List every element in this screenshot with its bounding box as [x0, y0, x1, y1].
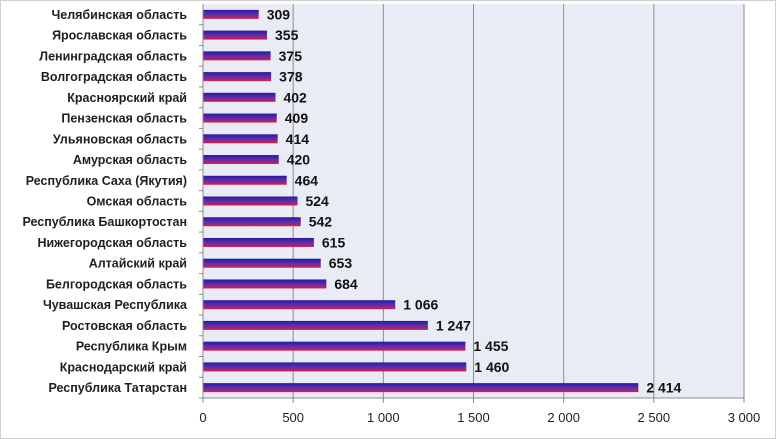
x-tick-label: 500: [282, 410, 304, 425]
data-label: 1 455: [473, 338, 508, 354]
bars: [203, 9, 639, 393]
category-label: Челябинская область: [51, 8, 187, 22]
data-label: 615: [322, 234, 346, 250]
x-tick-label: 2 500: [638, 410, 671, 425]
category-label: Чувашская Республика: [43, 298, 188, 312]
category-label: Ярославская область: [52, 29, 187, 43]
bar: [203, 155, 279, 165]
category-label: Красноярский край: [67, 91, 187, 105]
data-label: 524: [305, 193, 329, 209]
x-tick-labels: 0 500 1 000 1 500 2 000 2 500 3 000: [199, 410, 760, 425]
category-label: Алтайский край: [89, 257, 187, 271]
data-label: 375: [279, 48, 303, 64]
bar: [203, 51, 271, 61]
category-label: Амурская область: [73, 153, 187, 167]
bar: [203, 113, 277, 123]
category-label: Краснодарский край: [60, 360, 187, 374]
bar: [203, 258, 321, 268]
category-label: Ульяновская область: [53, 132, 187, 146]
data-label: 1 066: [403, 297, 438, 313]
category-label: Белгородская область: [46, 277, 187, 291]
value-labels: 309 355 375 378 402 409 414 420 464 524 542 615 653 6…: [267, 6, 682, 395]
data-label: 402: [283, 89, 307, 105]
bar: [203, 92, 276, 102]
x-tick-label: 1 500: [457, 410, 490, 425]
data-label: 464: [295, 172, 319, 188]
category-label: Волгоградская область: [41, 70, 187, 84]
bar: [203, 279, 327, 289]
bar: [203, 237, 314, 247]
data-label: 409: [285, 110, 309, 126]
category-label: Ростовская область: [62, 319, 187, 333]
category-label: Республика Крым: [76, 340, 187, 354]
data-label: 1 247: [436, 317, 471, 333]
bar: [203, 320, 428, 330]
category-label: Ленинградская область: [39, 49, 187, 63]
bar: [203, 362, 467, 372]
bar: [203, 134, 278, 144]
category-label: Омская область: [87, 195, 188, 209]
x-tick-label: 0: [199, 410, 206, 425]
x-tick-label: 1 000: [367, 410, 400, 425]
category-label: Республика Татарстан: [48, 381, 187, 395]
category-label: Нижегородская область: [37, 236, 187, 250]
data-label: 309: [267, 6, 291, 22]
bar: [203, 9, 259, 19]
bar: [203, 72, 272, 82]
bar: [203, 196, 298, 206]
data-label: 378: [279, 69, 303, 85]
data-label: 355: [275, 27, 299, 43]
data-label: 542: [309, 214, 333, 230]
bar: [203, 217, 301, 227]
axes: [199, 4, 744, 399]
data-label: 653: [329, 255, 353, 271]
bar: [203, 300, 396, 310]
bar: [203, 383, 639, 393]
data-label: 420: [287, 152, 311, 168]
category-label: Республика Башкортостан: [22, 215, 187, 229]
data-label: 2 414: [646, 380, 681, 396]
category-labels: Челябинская область Ярославская область Ле…: [22, 8, 188, 395]
bar: [203, 175, 287, 185]
data-label: 1 460: [474, 359, 509, 375]
x-tick-label: 2 000: [547, 410, 580, 425]
data-label: 684: [334, 276, 358, 292]
x-tick-label: 3 000: [728, 410, 761, 425]
category-label: Республика Саха (Якутия): [26, 174, 187, 188]
bar: [203, 30, 268, 40]
bar: [203, 341, 466, 351]
category-label: Пензенская область: [61, 112, 187, 126]
data-label: 414: [286, 131, 310, 147]
